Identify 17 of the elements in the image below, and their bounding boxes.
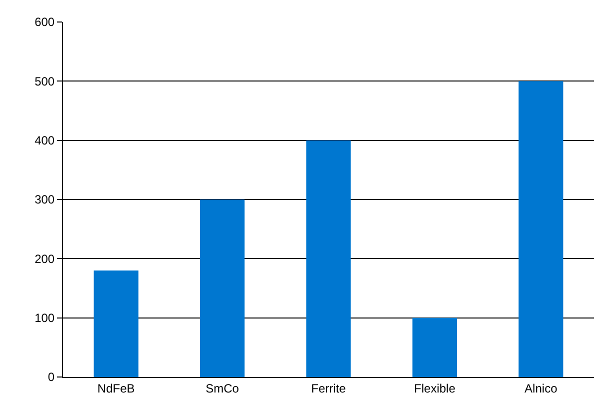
x-tick-label: Ferrite [311, 381, 346, 396]
x-tick-label: Alnico [524, 381, 558, 396]
bar [94, 270, 138, 377]
y-tick-label: 300 [34, 192, 55, 207]
y-tick-label: 0 [48, 370, 55, 384]
x-tick-label: Flexible [414, 381, 456, 396]
bar [200, 200, 245, 377]
y-tick-label: 500 [34, 74, 55, 88]
bar [518, 81, 564, 377]
y-tick-label: 200 [34, 252, 55, 266]
bar [412, 318, 457, 377]
bar [306, 140, 351, 377]
x-tick-label: NdFeB [97, 381, 135, 396]
x-tick-label: SmCo [206, 381, 240, 396]
y-tick-label: 400 [34, 134, 55, 148]
y-tick-label: 100 [34, 311, 55, 326]
y-tick-label: 600 [34, 15, 55, 30]
